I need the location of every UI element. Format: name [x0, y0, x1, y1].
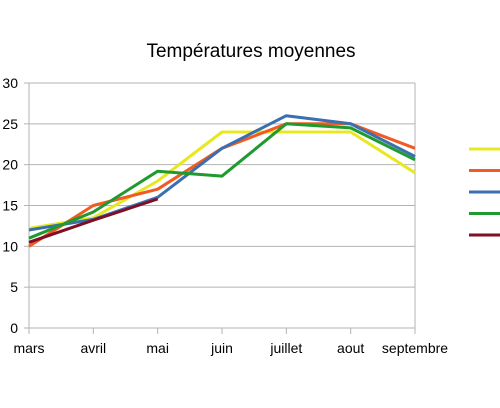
series-line-2 [28, 122, 416, 248]
x-tick-label-juillet: juillet [269, 340, 302, 356]
x-tick-label-juin: juin [210, 340, 233, 356]
y-tick-label: 20 [2, 157, 18, 173]
series-line-1 [28, 130, 416, 230]
y-tick-label: 30 [2, 75, 18, 91]
axes [24, 82, 416, 334]
y-tick-label: 25 [2, 116, 18, 132]
series-lines [28, 114, 416, 248]
gridlines [29, 82, 415, 288]
x-tick-label-aout: aout [337, 340, 364, 356]
x-tick-label-mars: mars [13, 340, 44, 356]
series-line-4 [28, 122, 416, 240]
x-tick-label-avril: avril [80, 340, 106, 356]
y-tick-labels: 0 5 10 15 20 25 30 [2, 75, 18, 336]
legend [469, 147, 500, 237]
chart-title: Températures moyennes [146, 41, 355, 62]
y-tick-label: 15 [2, 198, 18, 214]
y-tick-label: 0 [10, 320, 18, 336]
x-tick-labels: mars avril mai juin juillet aout septembre [13, 340, 448, 356]
x-tick-label-septembre: septembre [382, 340, 448, 356]
y-tick-label: 5 [10, 279, 18, 295]
series-line-5 [28, 197, 159, 244]
y-tick-label: 10 [2, 238, 18, 254]
x-tick-label-mai: mai [146, 340, 169, 356]
